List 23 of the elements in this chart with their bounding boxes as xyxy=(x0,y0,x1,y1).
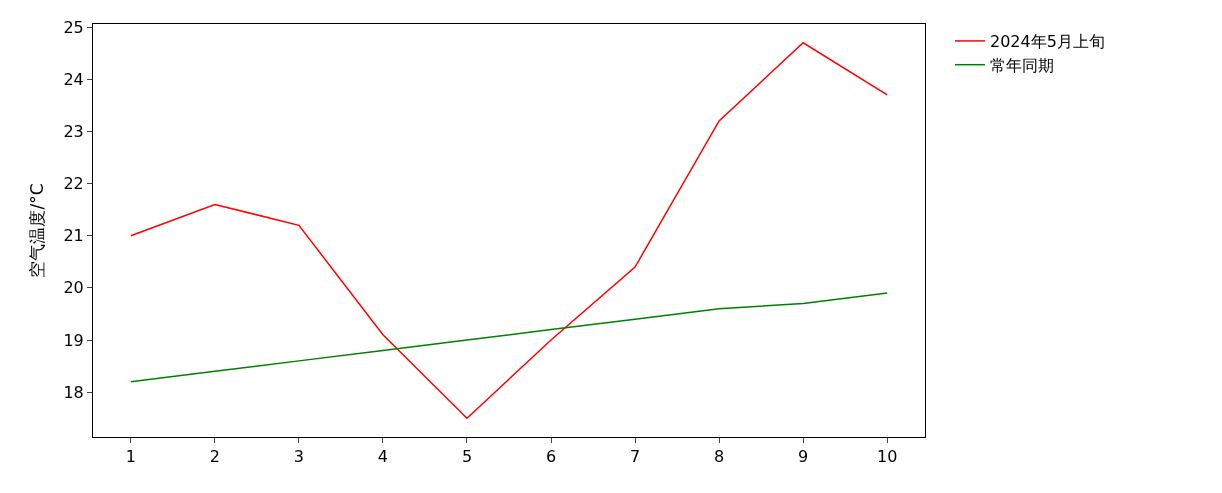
x-tick-label: 5 xyxy=(461,447,473,467)
y-tick-label: 18 xyxy=(63,382,84,402)
y-tick-label: 22 xyxy=(63,174,84,194)
y-tick-label: 23 xyxy=(63,122,84,142)
y-tick-label: 19 xyxy=(63,330,84,350)
x-tick-label: 3 xyxy=(293,447,304,467)
legend-label: 2024年5月上旬 xyxy=(989,32,1105,52)
x-tick-label: 10 xyxy=(877,447,898,467)
x-tick-label: 8 xyxy=(714,447,725,467)
line-series xyxy=(130,42,888,419)
y-tick-label: 20 xyxy=(63,278,84,298)
x-tick-label: 1 xyxy=(125,447,136,467)
x-tick-label: 9 xyxy=(798,447,809,467)
line-series xyxy=(130,292,888,383)
legend-label: 常年同期 xyxy=(989,55,1054,75)
x-tick-label: 6 xyxy=(545,447,557,467)
x-tick-label: 4 xyxy=(377,447,389,467)
x-tick-label: 7 xyxy=(629,447,641,467)
y-tick-label: 21 xyxy=(63,226,84,246)
y-tick-label: 24 xyxy=(63,69,84,89)
y-tick-label: 25 xyxy=(63,17,84,37)
x-tick-label: 2 xyxy=(209,447,220,467)
y-axis-title: 空气温度/°C xyxy=(26,183,47,278)
